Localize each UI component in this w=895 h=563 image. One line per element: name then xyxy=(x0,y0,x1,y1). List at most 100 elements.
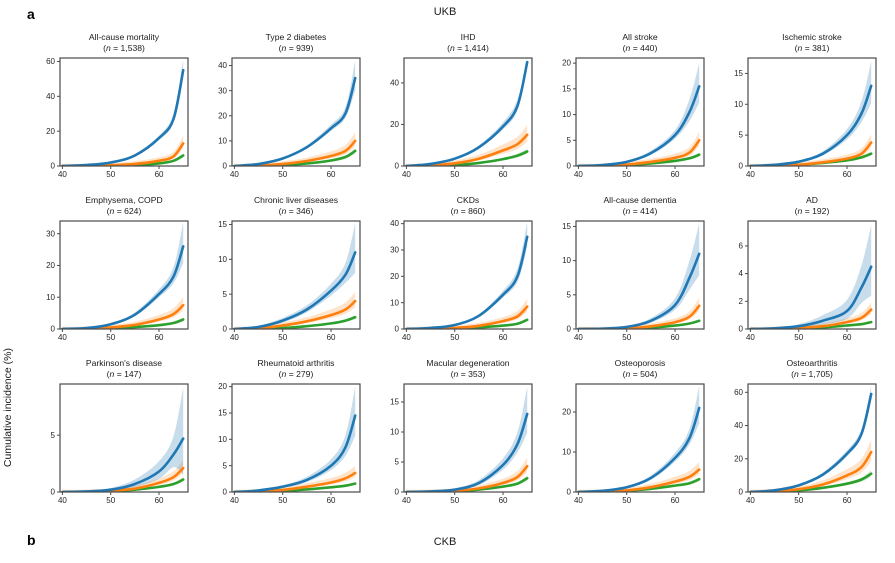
svg-text:5: 5 xyxy=(567,136,572,145)
orange-ci-band xyxy=(234,466,356,493)
svg-text:40: 40 xyxy=(58,170,67,179)
chart-canvas: 40 50 60 0 10 20 30 xyxy=(46,220,189,342)
svg-text:20: 20 xyxy=(218,383,227,392)
orange-ci-band xyxy=(750,134,872,167)
blue-series-line xyxy=(577,85,701,167)
svg-text:50: 50 xyxy=(622,496,631,505)
orange-series-line xyxy=(577,468,701,493)
svg-text:10: 10 xyxy=(562,448,571,457)
subplot-n-count: (n = 860) xyxy=(450,206,486,217)
svg-text:0: 0 xyxy=(739,162,744,171)
orange-ci-band xyxy=(578,462,700,493)
subplot-disease-name: Rheumatoid arthritis xyxy=(257,358,335,368)
blue-series-line xyxy=(749,84,873,167)
svg-text:15: 15 xyxy=(562,222,571,231)
svg-text:0: 0 xyxy=(567,488,572,497)
svg-text:5: 5 xyxy=(51,431,56,440)
panel-a-label: a xyxy=(27,6,35,22)
svg-text:40: 40 xyxy=(746,496,755,505)
orange-series-line xyxy=(405,133,529,167)
svg-text:50: 50 xyxy=(622,333,631,342)
svg-text:10: 10 xyxy=(734,100,743,109)
svg-text:5: 5 xyxy=(395,458,400,467)
chart-canvas: 40 50 60 0 2 4 6 xyxy=(739,220,877,342)
svg-text:2: 2 xyxy=(739,297,744,306)
svg-text:60: 60 xyxy=(671,496,680,505)
plot-frame xyxy=(575,383,705,493)
svg-text:15: 15 xyxy=(734,69,743,78)
blue-series-line xyxy=(233,77,357,167)
subplot-n-count: (n = 440) xyxy=(622,43,658,54)
svg-text:20: 20 xyxy=(390,272,399,281)
svg-text:60: 60 xyxy=(843,333,852,342)
svg-text:40: 40 xyxy=(574,333,583,342)
blue-series-line xyxy=(405,61,529,167)
svg-text:0: 0 xyxy=(395,162,400,171)
subplot-disease-name: Osteoarthritis xyxy=(786,358,838,368)
plot-frame xyxy=(231,383,361,493)
subplot-disease-name: Macular degeneration xyxy=(426,358,510,368)
subplot-disease-name: Type 2 diabetes xyxy=(265,32,327,42)
blue-ci-band xyxy=(62,222,184,330)
subplot-n-count: (n = 192) xyxy=(794,206,830,217)
subplot-disease-name: Chronic liver diseases xyxy=(253,195,339,205)
svg-text:40: 40 xyxy=(218,61,227,70)
svg-text:5: 5 xyxy=(223,462,228,471)
subplot: Osteoarthritis (n = 1,705) 40 50 60 0 20 40 60 xyxy=(718,358,890,521)
orange-series-line xyxy=(749,451,873,493)
svg-text:40: 40 xyxy=(574,170,583,179)
subplot: Ischemic stroke (n = 381) 40 50 60 0 5 10 15 xyxy=(718,32,890,195)
svg-text:40: 40 xyxy=(58,496,67,505)
subplot-title: Macular degeneration (n = 353) xyxy=(403,358,533,380)
svg-text:50: 50 xyxy=(794,333,803,342)
subplot-title: Osteoporosis (n = 504) xyxy=(575,358,705,380)
svg-text:40: 40 xyxy=(734,421,743,430)
orange-ci-band xyxy=(234,292,356,330)
svg-text:60: 60 xyxy=(499,170,508,179)
svg-text:60: 60 xyxy=(46,57,55,66)
subplot: Parkinson's disease (n = 147) 40 50 60 0 5 xyxy=(30,358,202,521)
plot-frame xyxy=(403,383,533,493)
subplot: All-cause mortality (n = 1,538) 40 50 60 0 2… xyxy=(30,32,202,195)
svg-text:50: 50 xyxy=(450,496,459,505)
svg-text:0: 0 xyxy=(739,488,744,497)
svg-text:0: 0 xyxy=(395,325,400,334)
svg-text:50: 50 xyxy=(450,333,459,342)
subplot-n-count: (n = 939) xyxy=(278,43,314,54)
blue-series-line xyxy=(61,245,185,330)
svg-text:40: 40 xyxy=(746,333,755,342)
svg-text:20: 20 xyxy=(390,120,399,129)
blue-series-line xyxy=(61,437,185,493)
svg-text:50: 50 xyxy=(106,496,115,505)
subplot-title: Ischemic stroke (n = 381) xyxy=(747,32,877,54)
chart-canvas: 40 50 60 0 10 20 30 40 xyxy=(390,220,533,342)
svg-text:40: 40 xyxy=(574,496,583,505)
svg-text:0: 0 xyxy=(395,488,400,497)
subplot: CKDs (n = 860) 40 50 60 0 10 20 30 40 xyxy=(374,195,546,358)
subplot-n-count: (n = 624) xyxy=(106,206,142,217)
subplot: Macular degeneration (n = 353) 40 50 60 0 5 1… xyxy=(374,358,546,521)
subplot-n-count: (n = 1,705) xyxy=(791,369,833,380)
y-axis-label: Cumulative incidence (%) xyxy=(2,348,14,468)
subplot: IHD (n = 1,414) 40 50 60 0 20 40 xyxy=(374,32,546,195)
plot-frame xyxy=(231,57,361,167)
svg-text:60: 60 xyxy=(734,388,743,397)
svg-text:60: 60 xyxy=(671,333,680,342)
subplot-n-count: (n = 504) xyxy=(622,369,658,380)
subplot: Rheumatoid arthritis (n = 279) 40 50 60 0 5 1… xyxy=(202,358,374,521)
blue-series-line xyxy=(577,407,701,493)
subplot-n-count: (n = 353) xyxy=(450,369,486,380)
svg-text:15: 15 xyxy=(218,220,227,229)
svg-text:40: 40 xyxy=(230,170,239,179)
svg-text:40: 40 xyxy=(402,496,411,505)
subplot: Osteoporosis (n = 504) 40 50 60 0 10 20 xyxy=(546,358,718,521)
subplot: Emphysema, COPD (n = 624) 40 50 60 0 10 20 30 xyxy=(30,195,202,358)
svg-text:60: 60 xyxy=(671,170,680,179)
chart-canvas: 40 50 60 0 5 10 15 xyxy=(562,220,705,342)
svg-text:40: 40 xyxy=(58,333,67,342)
svg-text:0: 0 xyxy=(567,162,572,171)
blue-series-line xyxy=(233,251,357,330)
svg-text:15: 15 xyxy=(390,398,399,407)
svg-text:4: 4 xyxy=(739,270,744,279)
